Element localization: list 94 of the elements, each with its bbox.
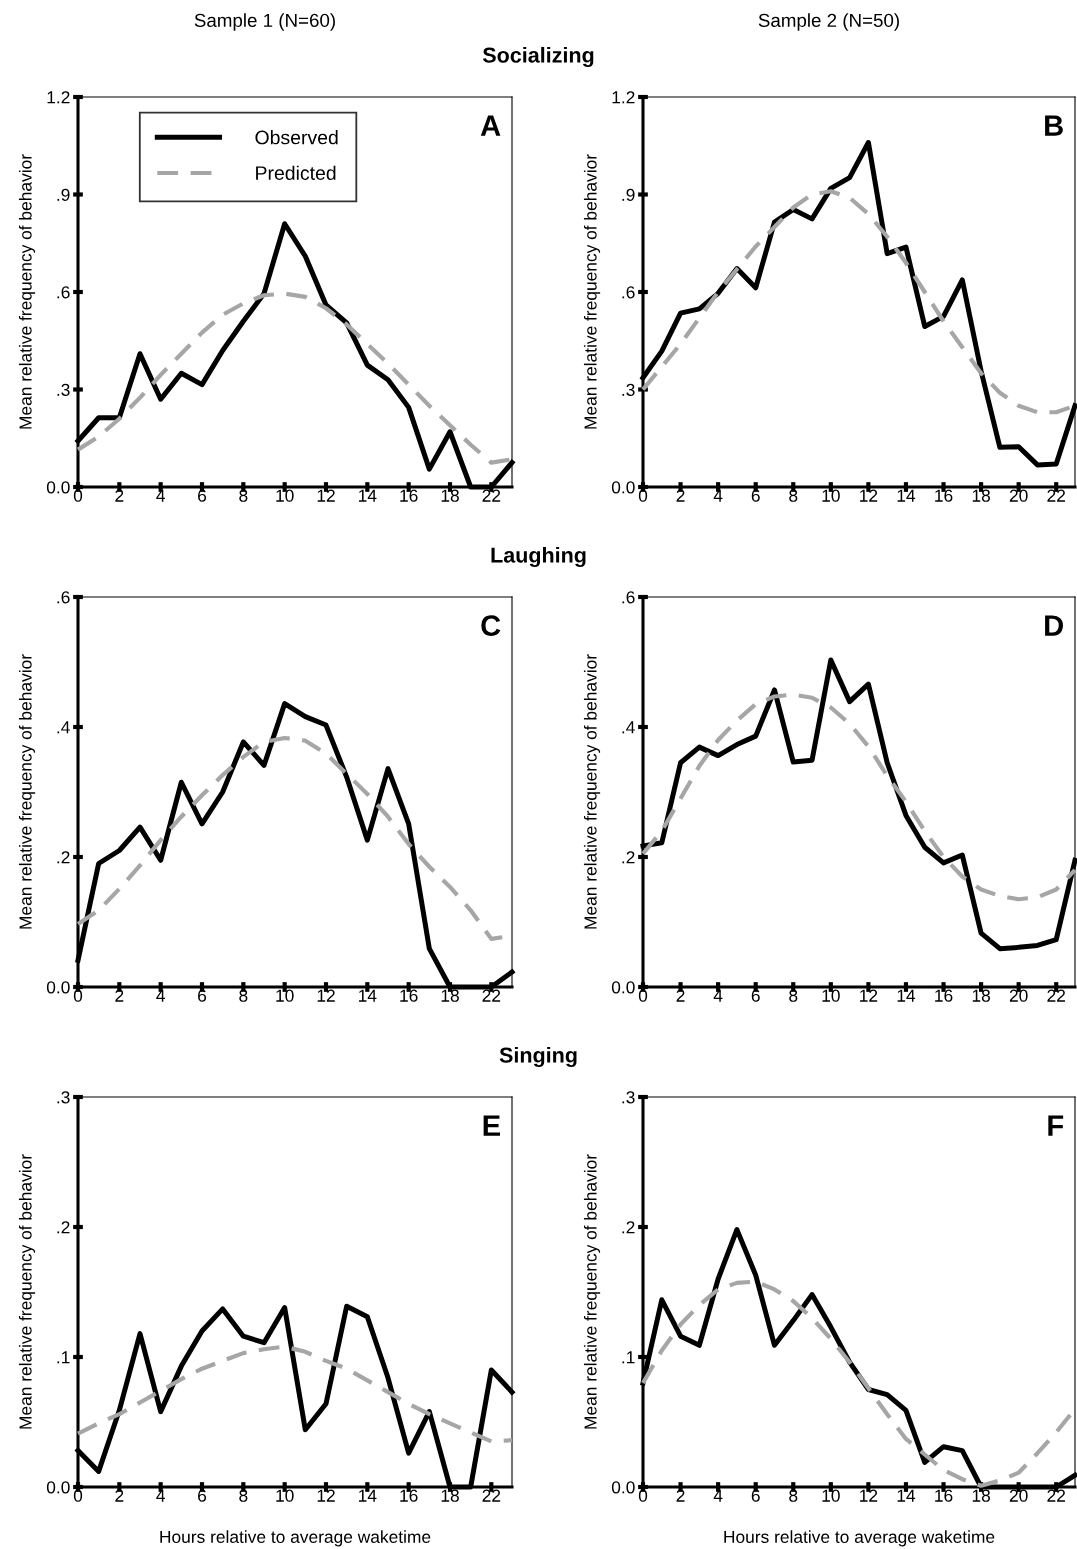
x-tick-label: 20 <box>1009 989 1028 1002</box>
x-tick-label: 18 <box>441 489 459 502</box>
y-tick-label: .2 <box>622 851 635 864</box>
legend-label: Predicted <box>256 165 336 180</box>
annotation: E <box>483 1115 501 1136</box>
x-tick-label: 14 <box>359 489 377 502</box>
y-tick-label: .4 <box>622 721 635 734</box>
x-tick-label: 12 <box>317 1489 335 1502</box>
y-axis-title: Mean relative frequency of behavior <box>18 1154 36 1429</box>
y-tick-label: .1 <box>622 1351 635 1364</box>
y-axis-title: Mean relative frequency of behavior <box>583 154 601 429</box>
y-tick-label: 0.0 <box>611 1481 635 1494</box>
x-tick-label: 22 <box>482 489 501 502</box>
annotation: F <box>1048 1115 1064 1136</box>
x-tick-label: 22 <box>1047 989 1065 1002</box>
x-tick-label: 4 <box>713 489 723 502</box>
chart-subtitle: Sample 1 (N=60) <box>194 13 335 31</box>
y-tick-label: .9 <box>622 188 635 201</box>
y-tick-label: 1.2 <box>612 91 635 104</box>
y-tick-label: .3 <box>57 383 70 396</box>
y-tick-label: 0.0 <box>611 981 635 994</box>
y-tick-label: 0.0 <box>611 481 635 494</box>
chart-subtitle: Sample 2 (N=50) <box>758 13 899 31</box>
y-tick-label: .3 <box>622 383 635 396</box>
y-tick-label: 0.0 <box>46 981 70 994</box>
x-tick-label: 22 <box>482 1489 501 1502</box>
x-tick-label: 4 <box>713 989 723 1002</box>
legend-label: Observed <box>255 130 338 145</box>
x-axis-title: Hours relative to average waketime <box>160 1530 431 1547</box>
annotation: B <box>1045 115 1063 136</box>
y-axis-title: Mean relative frequency of behavior <box>18 154 36 429</box>
y-axis-title: Mean relative frequency of behavior <box>18 654 36 929</box>
annotation: D <box>1045 615 1063 636</box>
x-tick-label: 10 <box>276 489 294 502</box>
x-tick-label: 18 <box>441 1489 459 1502</box>
x-axis-title: Hours relative to average waketime <box>724 1530 995 1547</box>
x-tick-label: 10 <box>822 989 840 1002</box>
x-tick-label: 16 <box>935 489 953 502</box>
x-tick-label: 12 <box>317 989 335 1002</box>
x-tick-label: 18 <box>972 1489 990 1502</box>
y-tick-label: .6 <box>57 591 70 604</box>
chart-title: Socializing <box>482 46 594 68</box>
annotation: A <box>480 115 501 136</box>
y-tick-label: .2 <box>57 1221 70 1234</box>
y-tick-label: .3 <box>622 1091 635 1104</box>
y-axis-title: Mean relative frequency of behavior <box>583 654 601 929</box>
x-tick-label: 12 <box>317 489 335 502</box>
x-tick-label: 16 <box>935 1489 953 1502</box>
x-tick-label: 12 <box>860 489 878 502</box>
annotation: C <box>481 615 501 636</box>
chart-title: Singing <box>499 1046 577 1068</box>
x-tick-label: 10 <box>822 1489 840 1502</box>
y-tick-label: 0.0 <box>46 481 70 494</box>
x-tick-label: 4 <box>156 489 165 502</box>
line-series <box>640 692 1077 902</box>
line-series <box>75 1344 515 1444</box>
x-tick-label: 16 <box>400 989 418 1002</box>
x-tick-label: 18 <box>972 989 990 1002</box>
x-tick-label: 14 <box>897 1489 916 1502</box>
y-tick-label: .1 <box>57 1351 70 1364</box>
y-tick-label: .2 <box>57 851 70 864</box>
x-tick-label: 10 <box>276 989 294 1002</box>
y-tick-label: 1.2 <box>47 91 70 104</box>
x-tick-label: 12 <box>860 1489 878 1502</box>
y-tick-label: .9 <box>57 188 70 201</box>
y-tick-label: .6 <box>622 286 635 299</box>
x-tick-label: 22 <box>1047 489 1065 502</box>
y-axis-title: Mean relative frequency of behavior <box>583 1154 601 1429</box>
x-tick-label: 18 <box>441 989 459 1002</box>
x-tick-label: 14 <box>897 489 916 502</box>
y-tick-label: .6 <box>622 591 635 604</box>
x-tick-label: 20 <box>1009 489 1028 502</box>
x-tick-label: 18 <box>972 489 990 502</box>
y-tick-label: .6 <box>57 286 70 299</box>
y-tick-label: .4 <box>57 721 70 734</box>
chart-title: Laughing <box>491 546 586 568</box>
x-tick-label: 4 <box>713 1489 723 1502</box>
x-tick-label: 22 <box>1047 1489 1065 1502</box>
x-tick-label: 10 <box>822 489 840 502</box>
x-tick-label: 4 <box>156 989 165 1002</box>
y-tick-label: 0.0 <box>46 1481 70 1494</box>
x-tick-label: 4 <box>156 1489 165 1502</box>
x-tick-label: 14 <box>359 989 377 1002</box>
x-tick-label: 14 <box>359 1489 377 1502</box>
x-tick-label: 16 <box>400 1489 418 1502</box>
x-tick-label: 12 <box>860 989 878 1002</box>
x-tick-label: 20 <box>1009 1489 1028 1502</box>
x-tick-label: 16 <box>935 989 953 1002</box>
x-tick-label: 16 <box>400 489 418 502</box>
x-tick-label: 10 <box>276 1489 294 1502</box>
y-tick-label: .2 <box>622 1221 635 1234</box>
y-tick-label: .3 <box>57 1091 70 1104</box>
x-tick-label: 22 <box>482 989 501 1002</box>
x-tick-label: 14 <box>897 989 916 1002</box>
